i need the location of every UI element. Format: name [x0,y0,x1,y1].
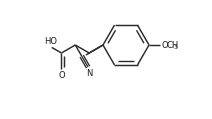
Text: O: O [58,70,65,79]
Text: O: O [161,40,168,50]
Text: N: N [86,69,92,78]
Text: CH: CH [166,41,179,50]
Text: 3: 3 [173,45,177,50]
Text: HO: HO [44,37,57,46]
